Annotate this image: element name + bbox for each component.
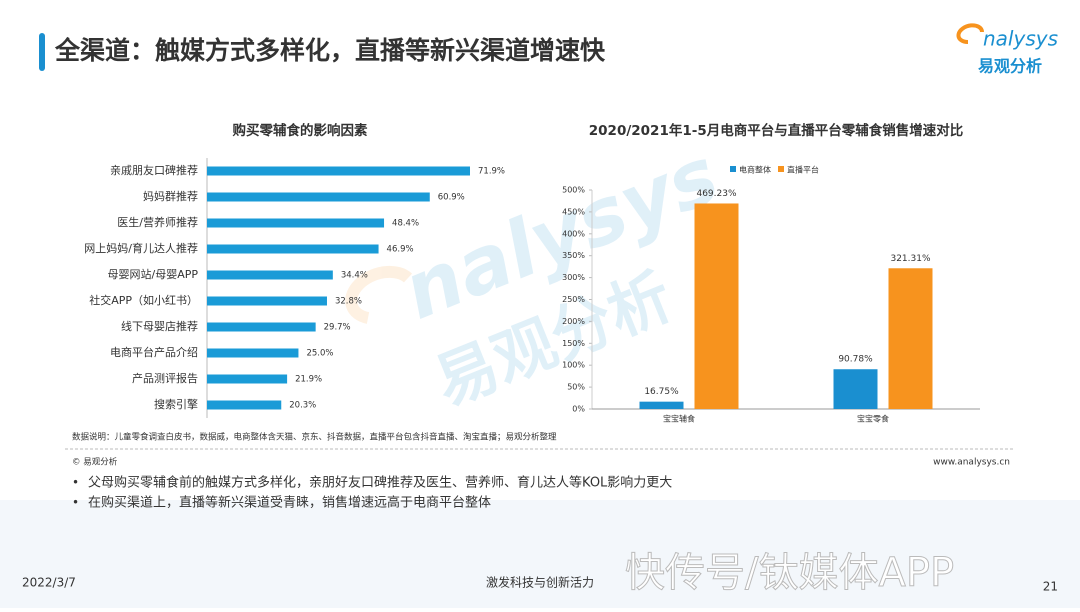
y-tick-label: 200% [562,317,585,326]
bullet-dot: • [72,476,79,490]
footer-date: 2022/3/7 [22,576,76,590]
value-label: 46.9% [387,245,414,255]
bar [207,400,282,410]
legend-label: 电商整体 [739,165,771,175]
value-label: 90.78% [838,355,873,365]
bar [207,192,430,202]
x-tick-label: 宝宝零食 [857,414,889,424]
page-title: 全渠道：触媒方式多样化，直播等新兴渠道增速快 [54,36,606,65]
x-tick-label: 宝宝辅食 [663,414,695,424]
watermark-swirl [345,265,413,324]
category-label: 妈妈群推荐 [143,189,198,203]
y-tick-label: 0% [572,405,585,414]
bullet-dot: • [72,496,79,510]
value-label: 60.9% [438,193,465,203]
logo-cn: 易观分析 [978,57,1042,76]
y-tick-label: 100% [562,361,585,370]
value-label: 29.7% [324,323,351,333]
value-label: 71.9% [478,167,505,177]
y-tick-label: 350% [562,251,585,260]
y-tick-label: 450% [562,207,585,216]
source-note: 数据说明：儿童零食调查白皮书，数据威，电商整体含天猫、京东、抖音数据，直播平台包… [72,432,557,443]
title-accent [39,33,45,71]
y-tick-label: 50% [567,383,585,392]
y-tick-label: 300% [562,273,585,282]
bar [694,203,739,409]
value-label: 321.31% [890,254,930,264]
bar [207,296,327,306]
logo-swirl [956,23,985,45]
legend-swatch [730,166,736,172]
footer-band [0,500,1080,608]
bar [207,322,316,332]
category-label: 产品测评报告 [132,371,198,385]
category-label: 网上妈妈/育儿达人推荐 [84,241,198,255]
value-label: 25.0% [306,349,333,359]
bar [639,401,684,409]
bar [833,369,878,409]
legend-label: 直播平台 [787,165,819,175]
value-label: 32.8% [335,297,362,307]
value-label: 469.23% [696,189,736,199]
bar [207,166,470,176]
site-url: www.analysys.cn [933,458,1010,468]
category-label: 社交APP（如小红书） [89,293,198,307]
value-label: 34.4% [341,271,368,281]
chart-title: 购买零辅食的影响因素 [233,122,368,139]
bar [207,218,385,228]
category-label: 电商平台产品介绍 [110,345,198,359]
category-label: 母婴网站/母婴APP [108,267,199,281]
overlay-watermark: 快传号/钛媒体APP [625,550,954,596]
y-tick-label: 400% [562,229,585,238]
value-label: 21.9% [295,375,322,385]
bar [207,374,288,384]
category-label: 亲戚朋友口碑推荐 [110,163,198,177]
footer-tagline: 激发科技与创新活力 [486,575,594,590]
value-label: 16.75% [644,387,679,397]
y-tick-label: 150% [562,339,585,348]
bar [207,348,299,358]
logo-en: nalysys [983,27,1058,51]
value-label: 20.3% [289,401,316,411]
bar [207,244,379,254]
category-label: 搜索引擎 [154,397,198,411]
bar [888,268,933,409]
category-label: 线下母婴店推荐 [121,319,198,333]
bullet: 在购买渠道上，直播等新兴渠道受青睐，销售增速远高于电商平台整体 [88,495,491,511]
bar [207,270,333,280]
y-tick-label: 250% [562,295,585,304]
value-label: 48.4% [392,219,419,229]
bullet: 父母购买零辅食前的触媒方式多样化，亲朋好友口碑推荐及医生、营养师、育儿达人等KO… [88,475,672,491]
y-tick-label: 500% [562,186,585,195]
copyright: © 易观分析 [72,457,118,468]
chart-title: 2020/2021年1-5月电商平台与直播平台零辅食销售增速对比 [589,122,963,139]
legend-swatch [778,166,784,172]
category-label: 医生/营养师推荐 [117,215,198,229]
page-number: 21 [1043,580,1058,594]
